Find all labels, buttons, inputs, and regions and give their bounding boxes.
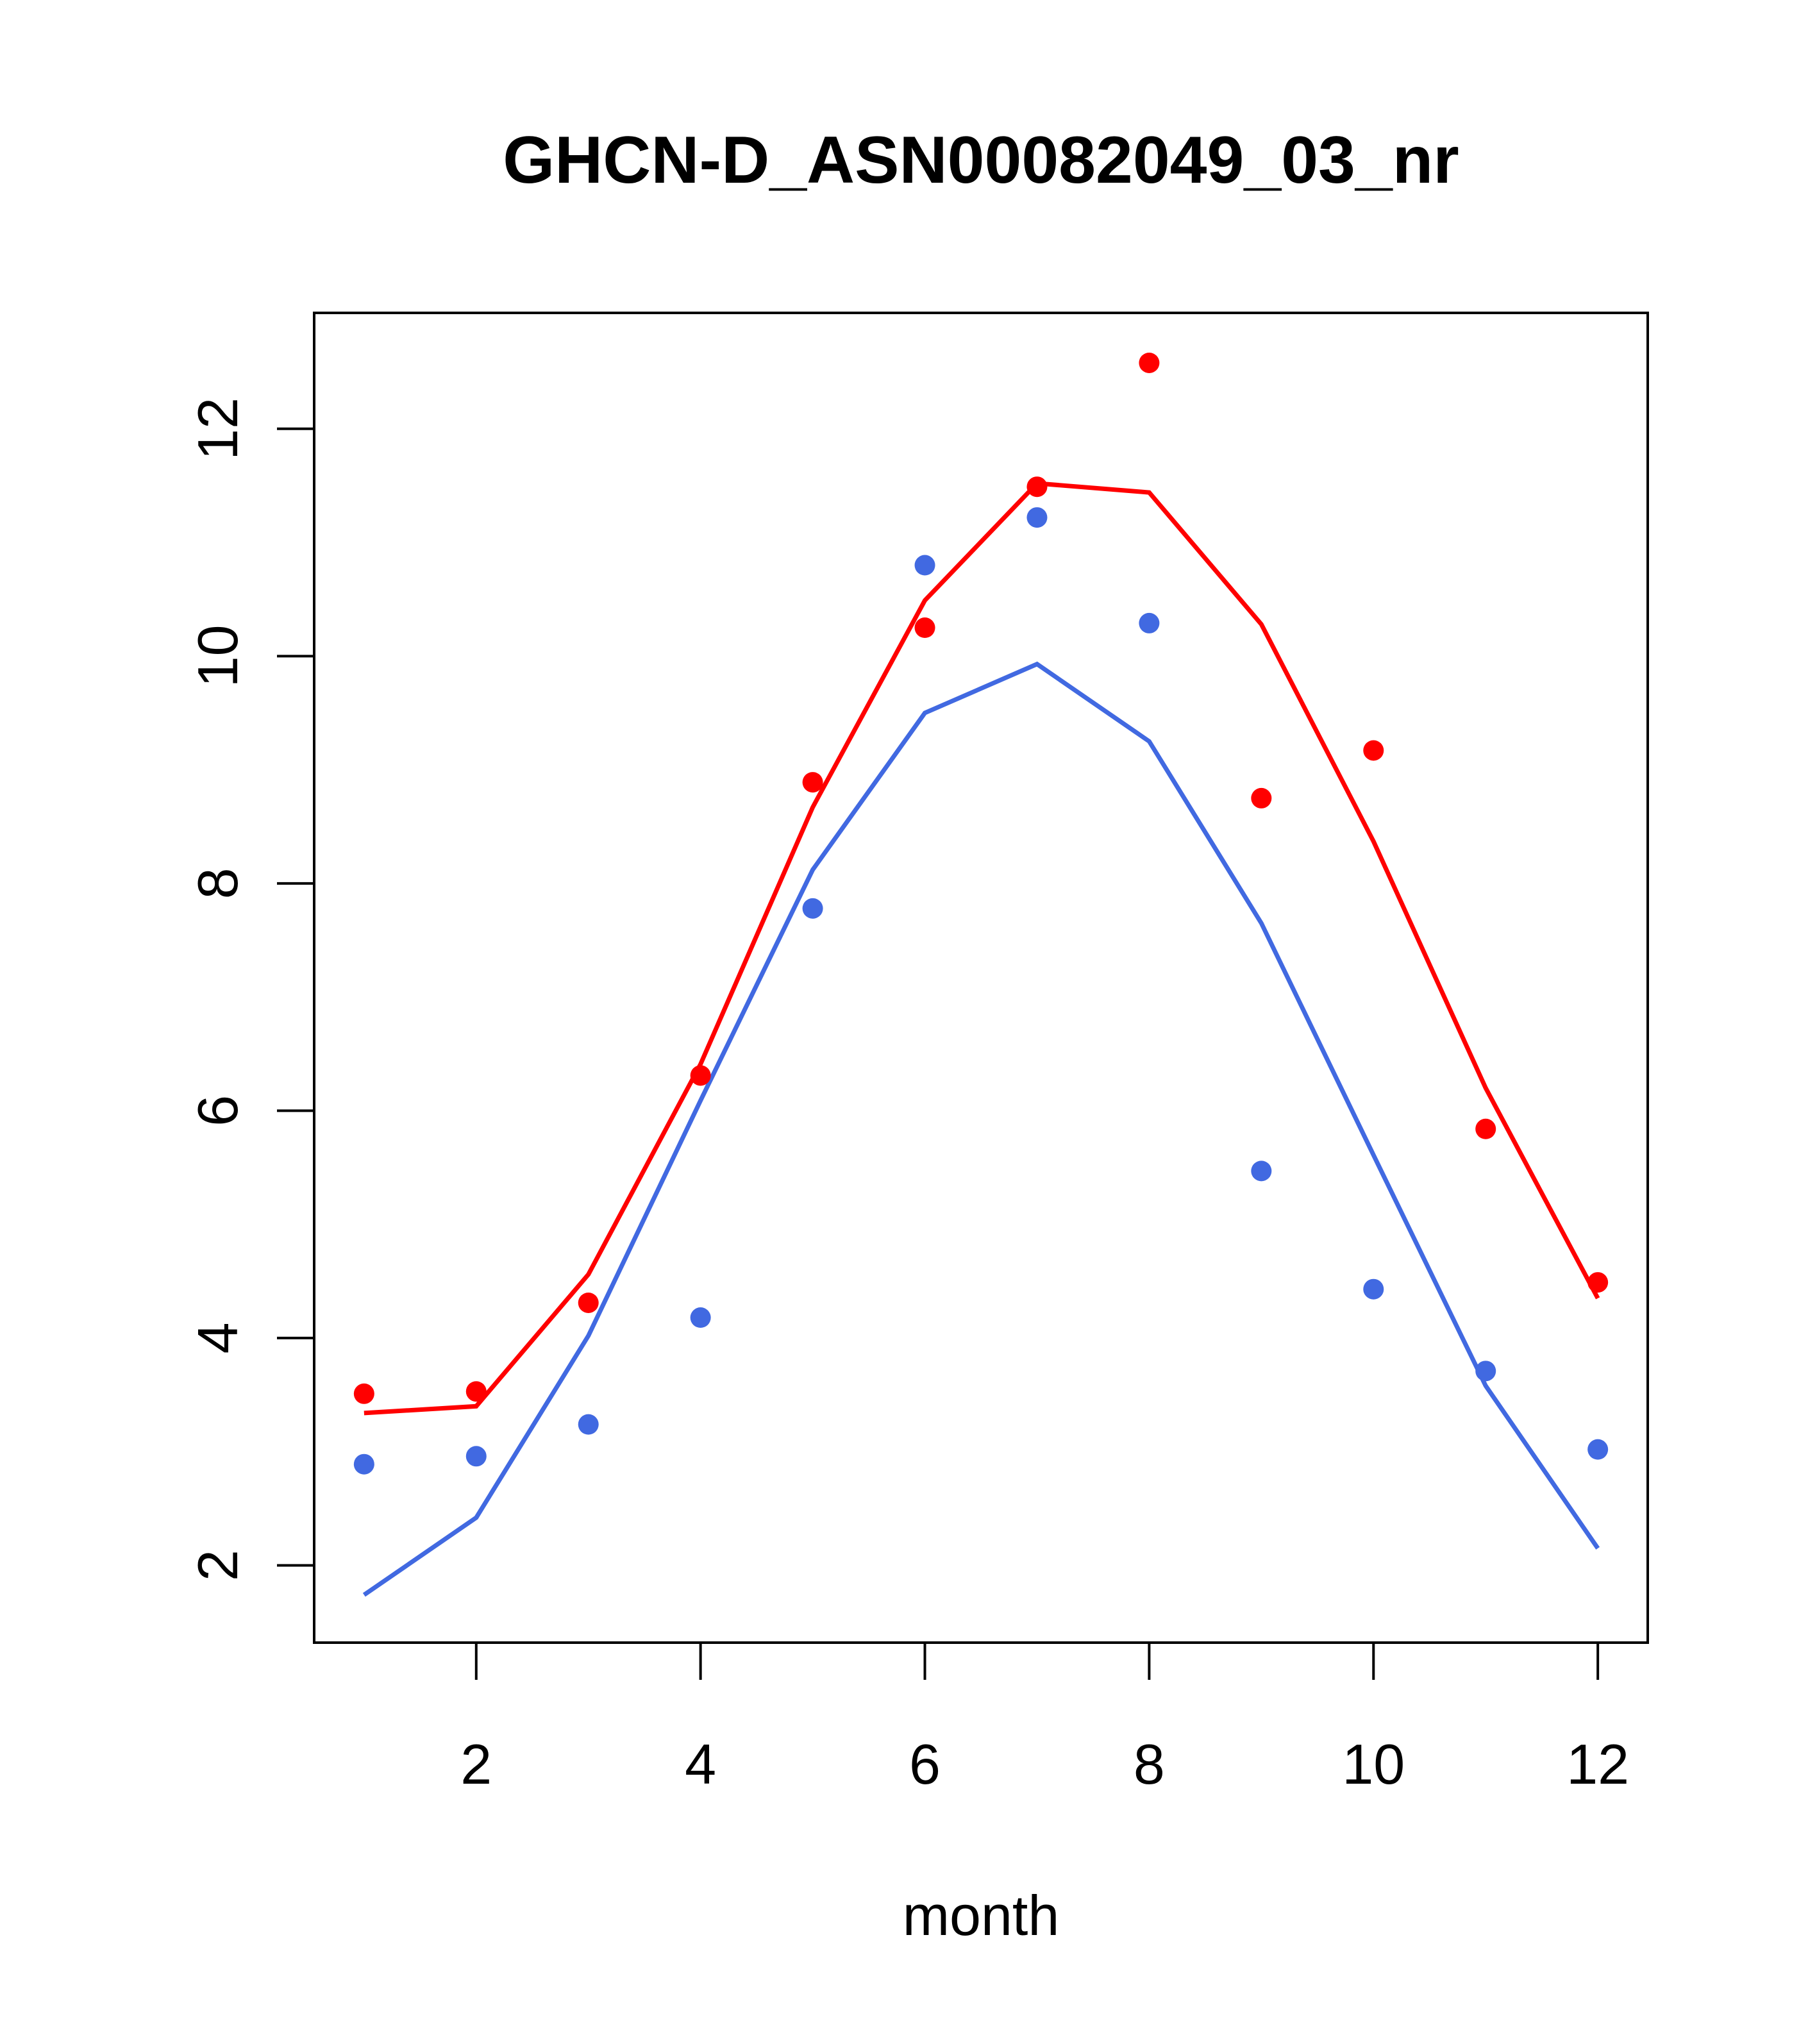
red-point	[1475, 1118, 1496, 1139]
red-point	[1139, 352, 1160, 373]
blue-point	[1026, 507, 1048, 528]
y-tick-label: 8	[186, 867, 249, 899]
x-axis-label: month	[903, 1884, 1060, 1947]
y-tick-label: 10	[186, 624, 249, 687]
x-tick-label: 8	[1134, 1732, 1165, 1796]
blue-point	[1363, 1278, 1384, 1300]
red-point	[1026, 476, 1048, 498]
blue-point	[353, 1453, 374, 1475]
blue-point	[1139, 612, 1160, 633]
red-point	[465, 1381, 487, 1402]
red-point	[802, 772, 823, 793]
blue-point	[578, 1414, 599, 1435]
blue-point	[690, 1307, 711, 1328]
red-line	[364, 481, 1600, 1416]
x-tick-label: 2	[460, 1732, 492, 1796]
blue-point	[1587, 1439, 1609, 1460]
x-tick-label: 4	[685, 1732, 716, 1796]
red-point	[1363, 740, 1384, 761]
x-tick-label: 12	[1566, 1732, 1629, 1796]
y-tick-label: 12	[186, 398, 249, 460]
blue-line	[362, 661, 1600, 1597]
red-point	[1251, 787, 1272, 808]
y-tick-label: 2	[186, 1550, 249, 1581]
red-point	[914, 617, 935, 639]
chart-title: GHCN-D_ASN00082049_03_nr	[503, 123, 1459, 197]
y-axis: 2 4 6 8 10 12	[186, 398, 315, 1581]
y-tick-label: 6	[186, 1095, 249, 1127]
y-tick-label: 4	[186, 1322, 249, 1353]
blue-point	[802, 898, 823, 919]
red-point	[578, 1292, 599, 1313]
plot-frame	[313, 312, 1649, 1644]
blue-point	[465, 1446, 487, 1467]
x-axis: 2 4 6 8 10 12	[460, 1641, 1629, 1796]
red-point	[353, 1383, 374, 1404]
blue-point	[914, 555, 935, 576]
blue-point	[1475, 1361, 1496, 1382]
blue-point	[1251, 1160, 1272, 1182]
series-layer	[353, 352, 1609, 1597]
red-point	[1587, 1272, 1609, 1293]
x-tick-label: 6	[909, 1732, 941, 1796]
red-point	[690, 1065, 711, 1086]
x-tick-label: 10	[1342, 1732, 1405, 1796]
